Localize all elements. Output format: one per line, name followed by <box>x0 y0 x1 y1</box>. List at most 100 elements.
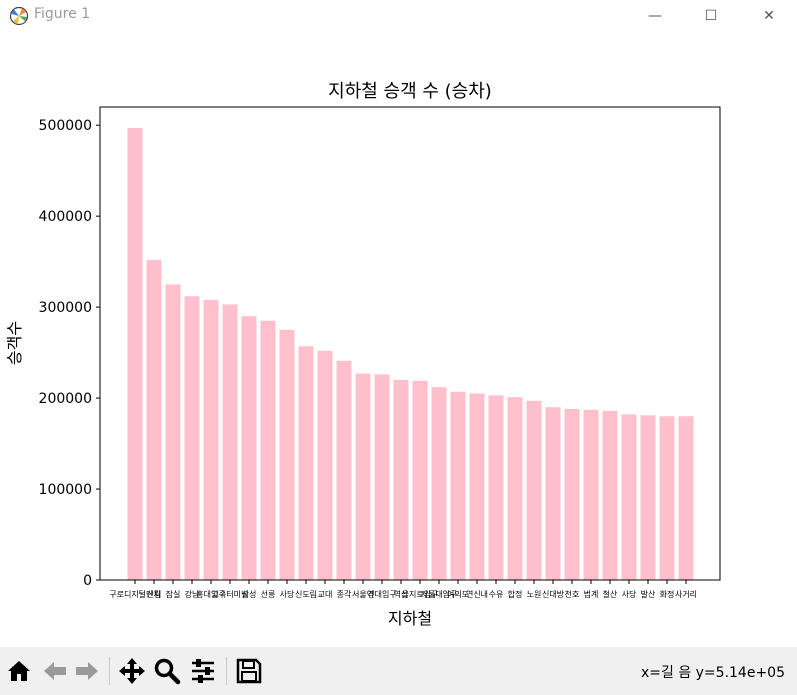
x-tick-label: 화정 <box>660 589 675 599</box>
x-tick-label: 삼성 <box>242 589 257 599</box>
x-tick-label: 교대 <box>318 590 333 599</box>
bar <box>241 316 257 580</box>
x-tick-label: 선릉 <box>261 590 276 599</box>
bar <box>412 380 428 580</box>
x-tick-label: 서울대입구 <box>421 590 458 599</box>
bar <box>431 387 447 580</box>
x-tick-label: 노원 <box>527 590 542 599</box>
cursor-coordinates: x=길 음 y=5.14e+05 <box>640 665 785 681</box>
maximize-icon: ☐ <box>704 8 718 24</box>
maximize-button[interactable]: ☐ <box>688 0 734 32</box>
x-tick-label: 종각 <box>337 589 352 599</box>
bar <box>374 374 390 580</box>
bar <box>602 410 618 580</box>
bar <box>336 360 352 580</box>
bar <box>678 416 694 580</box>
bar <box>298 346 314 580</box>
bar <box>469 393 485 580</box>
minimize-icon: — <box>648 8 662 24</box>
toolbar-separator <box>109 657 110 685</box>
pan-icon <box>119 658 145 684</box>
home-icon <box>8 661 30 681</box>
y-axis-label: 승객수 <box>5 321 24 365</box>
window-titlebar: Figure 1 — ☐ ✕ <box>0 0 797 32</box>
x-tick-label: 잠실 <box>166 589 181 599</box>
x-tick-label: 사거리 <box>675 590 697 599</box>
bar-chart[interactable]: 지하철 승객 수 (승차) 0 100000 200000 300000 400000 5… <box>0 32 797 647</box>
save-icon <box>236 658 262 684</box>
x-tick-label: 서울역 <box>352 589 374 599</box>
bar <box>127 127 143 581</box>
toolbar-separator <box>226 657 227 685</box>
zoom-button[interactable] <box>152 656 182 686</box>
chart-title: 지하철 승객 수 (승차) <box>328 81 492 102</box>
x-tick-label: 구로디지털단지 <box>109 589 161 599</box>
y-axis-ticks: 0 100000 200000 300000 400000 500000 <box>39 118 100 589</box>
bar <box>526 400 542 580</box>
minimize-button[interactable]: — <box>632 0 678 32</box>
x-tick-label: 사당 <box>280 589 295 599</box>
x-tick-label: 철산 <box>603 589 618 599</box>
x-tick-label: 신대방 <box>542 589 565 599</box>
zoom-icon <box>154 658 181 685</box>
configure-subplots-button[interactable] <box>188 656 218 686</box>
bar <box>564 408 580 580</box>
x-tick-label: 신도림 <box>295 589 317 599</box>
x-axis-label: 지하철 <box>388 609 432 628</box>
bar <box>640 415 656 580</box>
x-tick-label: 고속터미널 <box>212 590 249 599</box>
forward-button[interactable] <box>72 656 102 686</box>
bar <box>260 320 276 580</box>
x-tick-label: 사당 <box>622 589 637 599</box>
pan-button[interactable] <box>117 656 147 686</box>
x-tick-label: 역삼 <box>394 589 409 599</box>
bar <box>279 329 295 580</box>
home-button[interactable] <box>4 656 34 686</box>
x-tick-label: 발산 <box>641 589 656 599</box>
x-tick-label: 홍대입구 <box>196 589 225 599</box>
x-tick-label: 을지로입구 <box>402 590 439 599</box>
x-tick-label: 수유 <box>489 590 504 599</box>
bar <box>621 414 637 580</box>
bar <box>146 259 162 580</box>
navigation-toolbar: x=길 음 y=5.14e+05 <box>0 647 797 695</box>
bar <box>222 304 238 580</box>
y-tick-label: 0 <box>83 573 92 589</box>
bar <box>165 284 181 580</box>
y-tick-label: 200000 <box>39 391 92 407</box>
save-button[interactable] <box>234 656 264 686</box>
x-tick-label: 범계 <box>584 589 599 599</box>
configure-subplots-icon <box>192 659 214 683</box>
bar <box>203 299 219 580</box>
bar <box>184 296 200 580</box>
x-tick-label: 여의도 <box>447 589 469 599</box>
bar <box>317 350 333 580</box>
x-tick-label: 합정 <box>508 589 523 599</box>
bar <box>545 407 561 580</box>
y-tick-label: 500000 <box>39 118 92 134</box>
forward-icon <box>76 662 98 680</box>
back-icon <box>44 662 66 680</box>
x-tick-label: 연신내 <box>466 590 488 599</box>
bar <box>488 395 504 580</box>
back-button[interactable] <box>40 656 70 686</box>
x-tick-label: 신림 <box>147 589 162 599</box>
bar <box>659 416 675 580</box>
y-tick-label: 400000 <box>39 209 92 225</box>
x-tick-label: 천호 <box>565 589 580 599</box>
bar <box>393 379 409 580</box>
x-tick-label: 건대입구 <box>367 589 396 599</box>
bar <box>450 391 466 580</box>
close-button[interactable]: ✕ <box>746 0 792 32</box>
y-tick-label: 300000 <box>39 300 92 316</box>
bar <box>583 409 599 580</box>
x-tick-label: 강남 <box>185 589 200 599</box>
y-tick-label: 100000 <box>39 482 92 498</box>
close-icon: ✕ <box>763 8 775 24</box>
plot-frame <box>99 106 721 581</box>
matplotlib-logo-icon <box>9 6 29 26</box>
bar <box>507 397 523 580</box>
window-title: Figure 1 <box>34 6 91 22</box>
bar <box>355 373 371 580</box>
